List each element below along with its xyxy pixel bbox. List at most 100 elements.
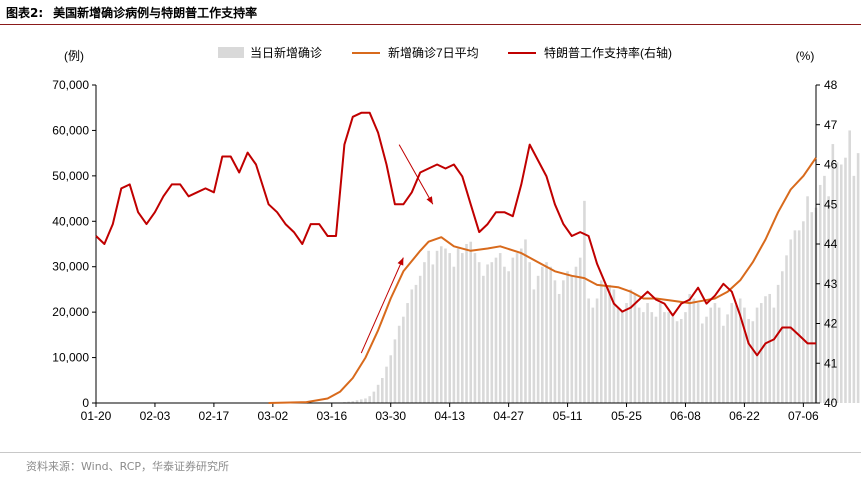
daily-cases-bar <box>570 275 574 403</box>
daily-cases-bar <box>688 293 691 403</box>
x-tick-label: 02-03 <box>140 409 171 423</box>
legend-label-approval: 特朗普工作支持率(右轴) <box>544 45 672 60</box>
left-tick-label: 60,000 <box>52 123 89 137</box>
left-tick-label: 10,000 <box>52 351 89 365</box>
daily-cases-bar <box>747 318 750 403</box>
source-rule <box>0 452 861 453</box>
daily-cases-bar <box>423 262 426 403</box>
daily-cases-bar <box>823 175 826 403</box>
daily-cases-bar <box>713 303 717 403</box>
right-tick-label: 40 <box>824 396 838 410</box>
daily-cases-bar <box>452 266 456 403</box>
daily-cases-bar <box>654 316 658 403</box>
daily-cases-bar <box>393 339 397 403</box>
daily-cases-bar <box>557 293 561 403</box>
left-tick-label: 20,000 <box>52 305 89 319</box>
daily-cases-bar <box>519 248 523 403</box>
daily-cases-bar <box>671 316 675 403</box>
right-axis-unit: (%) <box>796 49 815 63</box>
daily-cases-bar <box>709 307 713 403</box>
daily-cases-bar <box>541 266 544 403</box>
left-tick-label: 30,000 <box>52 260 89 274</box>
right-tick-label: 46 <box>824 158 838 172</box>
daily-cases-bar <box>524 239 527 403</box>
daily-cases-bar <box>507 271 510 403</box>
daily-cases-bar <box>439 246 443 403</box>
right-tick-label: 47 <box>824 118 838 132</box>
daily-cases-bar <box>515 253 519 403</box>
figure-title: 美国新增确诊病例与特朗普工作支持率 <box>53 6 258 20</box>
daily-cases-bar <box>385 366 388 403</box>
trend-arrowhead-2 <box>426 196 433 205</box>
x-tick-label: 04-27 <box>493 409 524 423</box>
daily-cases-bar <box>406 303 409 403</box>
daily-cases-bar <box>679 318 683 403</box>
daily-cases-bar <box>397 325 401 403</box>
daily-cases-bar <box>351 401 355 403</box>
daily-cases-bar <box>785 255 788 403</box>
right-tick-label: 45 <box>824 197 838 211</box>
daily-cases-bar <box>473 253 477 403</box>
daily-cases-bar <box>591 307 595 403</box>
right-tick-label: 42 <box>824 317 838 331</box>
daily-cases-bar <box>802 221 805 403</box>
daily-cases-bar <box>604 284 607 403</box>
daily-cases-bar <box>444 248 447 403</box>
daily-cases-bar <box>456 248 460 403</box>
x-tick-label: 05-11 <box>553 409 583 423</box>
left-tick-label: 0 <box>82 396 89 410</box>
daily-cases-bar <box>810 212 814 403</box>
daily-cases-bar <box>482 275 485 403</box>
avg-7day-line <box>268 157 817 404</box>
daily-cases-bar <box>498 253 502 403</box>
daily-cases-bar <box>494 257 498 403</box>
daily-cases-bar <box>764 296 767 403</box>
daily-cases-bar <box>789 239 793 403</box>
daily-cases-bar <box>831 144 835 403</box>
daily-cases-bar <box>587 298 590 403</box>
daily-cases-bar <box>583 200 586 403</box>
source-note: 资料来源：Wind、RCP，华泰证券研究所 <box>26 460 230 473</box>
daily-cases-bar <box>410 289 414 403</box>
daily-cases-bar <box>545 262 548 403</box>
daily-cases-bar <box>536 275 540 403</box>
daily-cases-bar <box>827 196 830 403</box>
daily-cases-bar <box>722 325 725 403</box>
daily-cases-bar <box>427 250 430 403</box>
daily-cases-bar <box>461 253 464 403</box>
x-tick-label: 03-30 <box>375 409 406 423</box>
daily-cases-bar <box>738 298 742 403</box>
right-tick-label: 44 <box>824 237 838 251</box>
daily-cases-bar <box>599 280 603 403</box>
daily-cases-bar <box>553 280 557 403</box>
daily-cases-bar <box>637 307 641 403</box>
x-tick-label: 05-25 <box>611 409 642 423</box>
daily-cases-bar <box>368 396 371 403</box>
daily-cases-bar <box>730 303 734 403</box>
right-tick-label: 43 <box>824 277 838 291</box>
daily-cases-bar <box>717 307 721 403</box>
daily-cases-bar <box>490 262 494 403</box>
daily-cases-bar <box>486 264 489 403</box>
daily-cases-bar <box>566 271 569 403</box>
x-tick-label: 07-06 <box>788 409 819 423</box>
daily-cases-bar <box>684 312 687 403</box>
x-tick-label: 04-13 <box>434 409 465 423</box>
daily-cases-bar <box>528 262 531 403</box>
daily-cases-bar <box>616 307 620 403</box>
daily-cases-bar <box>797 230 801 403</box>
daily-cases-bar <box>658 303 662 403</box>
daily-cases-bar <box>355 400 359 403</box>
daily-cases-bar <box>633 293 637 403</box>
x-tick-label: 03-16 <box>316 409 347 423</box>
daily-cases-bar <box>347 401 350 403</box>
daily-cases-bar <box>848 130 851 403</box>
daily-cases-bar <box>549 266 553 403</box>
x-tick-label: 06-22 <box>729 409 760 423</box>
daily-cases-bar <box>734 305 738 403</box>
daily-cases-bar <box>511 257 515 403</box>
legend-label-avg: 新增确诊7日平均 <box>388 45 479 60</box>
daily-cases-bar <box>364 398 367 403</box>
daily-cases-bar <box>629 289 633 403</box>
trend-arrow-2 <box>398 144 434 205</box>
